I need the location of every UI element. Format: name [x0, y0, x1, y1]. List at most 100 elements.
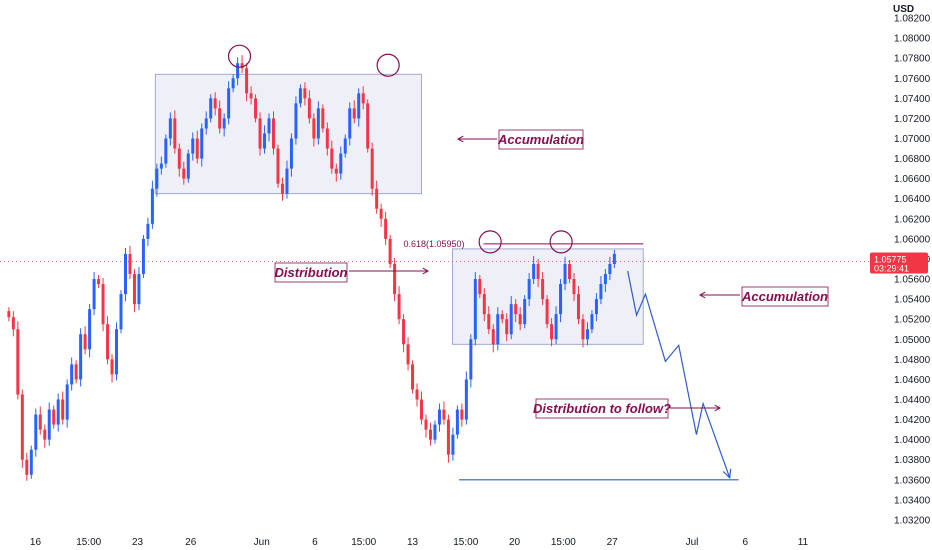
plot-area[interactable] [0, 55, 870, 481]
candle-body [155, 168, 159, 189]
candle-body [150, 188, 154, 224]
candle-body [576, 294, 580, 320]
candle-body [173, 118, 177, 149]
candle-body [101, 284, 105, 325]
candle-body [361, 93, 365, 104]
candle-body [186, 153, 190, 179]
candle-body [536, 263, 540, 280]
candle-body [128, 253, 132, 275]
distribution-label: Distribution [275, 265, 348, 280]
candle-body [603, 274, 607, 285]
candle-body [541, 279, 545, 300]
candle-body [545, 299, 549, 325]
candle-body [473, 279, 477, 340]
candle-body [141, 238, 145, 275]
highlight-circle [549, 230, 573, 254]
candle-body [25, 459, 29, 475]
time-tick-label: 23 [132, 537, 144, 548]
time-tick-label: 27 [607, 537, 619, 548]
candle-body [406, 344, 410, 365]
candle-body [137, 274, 141, 305]
candle-body [343, 138, 347, 154]
candle-body [446, 419, 450, 455]
candle-body [487, 314, 491, 330]
candle-body [249, 93, 253, 99]
distribution-box [274, 262, 348, 283]
candle-body [415, 389, 419, 400]
candle-body [379, 208, 383, 219]
candle-body [388, 238, 392, 264]
distribution-follow-label: Distribution to follow? [533, 401, 671, 416]
candle-body [146, 223, 150, 239]
candle-body [280, 183, 284, 194]
candle-body [334, 168, 338, 174]
candle-body [61, 399, 65, 420]
time-axis[interactable]: 16 15:00 23 26 Jun 6 15:00 13 15:00 20 15:00 27 Jul 6… [30, 537, 809, 548]
candle-body [285, 168, 289, 194]
candle-body [307, 98, 311, 119]
candle-body [420, 399, 424, 420]
price-tick-label: 1.04400 [894, 395, 931, 406]
accumulation-top-label: Accumulation [497, 132, 584, 147]
price-tick-label: 1.08000 [894, 34, 931, 45]
time-tick-label: 6 [312, 537, 318, 548]
candle-body [500, 314, 504, 320]
candle-body [119, 294, 123, 330]
price-tick-label: 1.07200 [894, 114, 931, 125]
candle-body [20, 394, 24, 460]
candle-body [258, 118, 262, 149]
candle-body [455, 409, 459, 435]
candle-body [505, 319, 509, 335]
candle-body [231, 78, 235, 89]
time-tick-label: 6 [742, 537, 748, 548]
candle-body [330, 148, 334, 169]
candle-body [312, 118, 316, 139]
candle-body [276, 148, 280, 184]
candle-body [92, 279, 96, 310]
price-tick-label: 1.06800 [894, 154, 931, 165]
price-tick-label: 1.04600 [894, 375, 931, 386]
candle-body [460, 409, 464, 420]
candle-body [568, 263, 572, 280]
candle-body [514, 304, 518, 315]
price-tick-label: 1.06000 [894, 234, 931, 245]
price-tick-label: 1.07000 [894, 134, 931, 145]
candle-body [559, 284, 563, 315]
candle-body [52, 409, 56, 425]
accumulation-right-arrow-head [698, 291, 706, 299]
candle-body [159, 163, 163, 169]
candle-body [254, 98, 258, 119]
time-tick-label: Jul [686, 537, 699, 548]
candle-body [482, 294, 486, 315]
price-tick-label: 1.07600 [894, 74, 931, 85]
candle-body [393, 263, 397, 295]
candle-body [47, 409, 51, 440]
candle-body [289, 138, 293, 169]
candle-body [83, 334, 87, 350]
candle-body [339, 153, 343, 174]
fib-level-label: 0.618(1.05950) [404, 239, 465, 249]
candle-body [218, 108, 222, 129]
candle-body [437, 409, 441, 425]
candle-body [263, 133, 267, 149]
price-tick-label: 1.06400 [894, 194, 931, 205]
price-tick-label: 1.05000 [894, 335, 931, 346]
candle-body [375, 188, 379, 209]
candle-body [352, 108, 356, 119]
candle-body [550, 324, 554, 340]
time-tick-label: 15:00 [351, 537, 376, 548]
time-tick-label: 11 [798, 537, 809, 548]
candle-body [191, 138, 195, 154]
candle-body [182, 168, 186, 179]
candle-body [34, 414, 38, 450]
candle-body [271, 118, 275, 149]
price-tick-label: 1.07400 [894, 94, 931, 105]
candle-body [74, 364, 78, 380]
candle-body [11, 317, 15, 330]
current-price-tag [870, 252, 928, 274]
candle-body [209, 98, 213, 119]
price-axis[interactable]: USD 1.08200 1.08000 1.07800 1.07600 1.07400 1… [870, 4, 931, 526]
time-tick-label: 15:00 [551, 537, 576, 548]
candle-body [227, 88, 231, 119]
